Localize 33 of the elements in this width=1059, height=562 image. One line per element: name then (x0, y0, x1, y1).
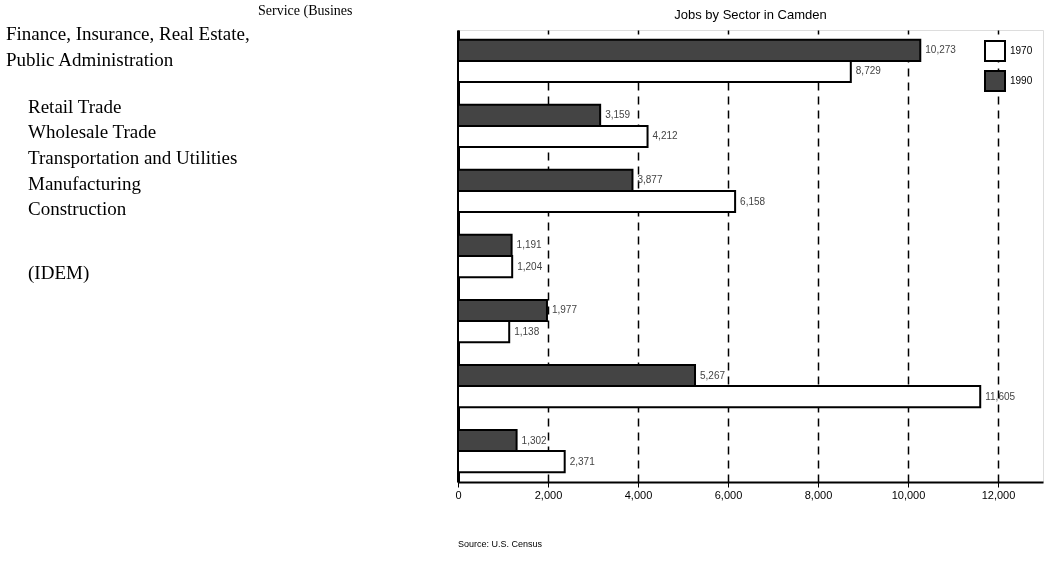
x-tick-label: 10,000 (891, 488, 926, 501)
x-tick-label: 12,000 (981, 488, 1016, 501)
data-label: 1,191 (516, 239, 543, 251)
text: Manufacturing (28, 173, 142, 194)
x-tick-label: 2,000 (534, 488, 563, 501)
data-label: 10,273 (925, 44, 957, 56)
chart-title: Jobs by Sector in Camden (674, 7, 827, 22)
text: Public Administration (6, 49, 174, 70)
text: Service (Busines (258, 3, 353, 19)
data-label: 8,729 (855, 65, 882, 77)
data-label: 5,267 (700, 369, 726, 381)
text: (IDEM) (28, 262, 90, 284)
data-label: 1,977 (551, 304, 578, 316)
data-label: 2,371 (569, 455, 596, 467)
text: Retail Trade (28, 96, 122, 117)
legend-label: 1990 (1010, 75, 1033, 86)
data-label: 3,877 (637, 174, 663, 186)
legend-label: 1970 (1010, 45, 1033, 56)
x-tick-label: 4,000 (624, 488, 653, 501)
data-label: 1,302 (521, 434, 548, 446)
x-tick-label: 0 (455, 488, 462, 501)
x-tick-label: 8,000 (804, 488, 833, 501)
text: Construction (28, 198, 127, 219)
source-note: Source: U.S. Census (458, 539, 543, 549)
text: Wholesale Trade (28, 121, 157, 142)
data-label: 6,158 (740, 195, 766, 207)
data-label: 4,212 (652, 130, 678, 142)
text: Transportation and Utilities (28, 147, 238, 168)
data-label: 1,204 (517, 260, 543, 272)
text: Finance, Insurance, Real Estate, (6, 23, 250, 44)
x-tick-label: 6,000 (714, 488, 743, 501)
data-label: 1,138 (514, 325, 540, 337)
data-label: 3,159 (605, 109, 631, 121)
